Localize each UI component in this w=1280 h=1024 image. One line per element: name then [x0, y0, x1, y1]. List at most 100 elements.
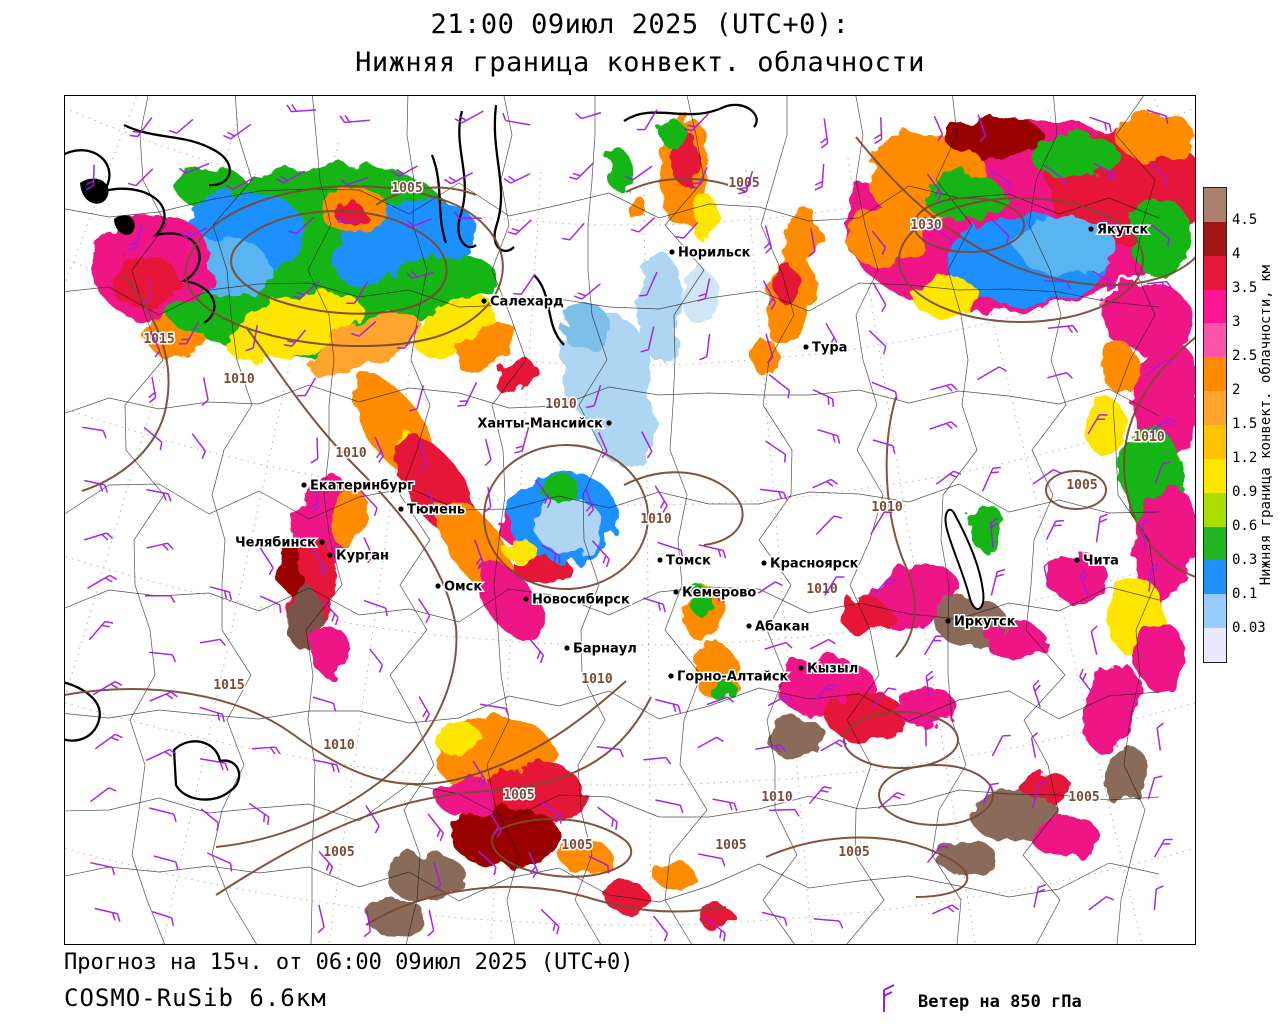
- isobar-label: 1015: [213, 678, 244, 693]
- colorbar-tick-label: 4: [1232, 246, 1241, 262]
- city-label: Иркутск: [954, 615, 1016, 630]
- page-title: 21:00 09июл 2025 (UTC+0): Нижняя граница…: [0, 6, 1280, 82]
- city-marker: Салехард: [481, 293, 565, 311]
- isobar-label: 1005: [323, 845, 354, 860]
- isobar-label: 1010: [581, 672, 612, 687]
- city-marker: Норильск: [669, 244, 752, 262]
- city-label: Салехард: [490, 295, 564, 310]
- colorbar-tick-label: 3.5: [1232, 280, 1258, 296]
- isobar-label: 1010: [1133, 430, 1164, 445]
- city-dot: [435, 583, 441, 589]
- city-marker: Тюмень: [398, 501, 467, 519]
- isobar-label: 1005: [561, 838, 592, 853]
- colorbar: [1203, 187, 1227, 663]
- colorbar-segment: [1204, 323, 1226, 358]
- city-label: Челябинск: [235, 536, 316, 551]
- city-dot: [319, 539, 325, 545]
- isobar-label: 1010: [871, 500, 902, 515]
- wind-legend-label: Ветер на 850 гПа: [918, 992, 1082, 1012]
- map-frame-border: [64, 95, 1196, 945]
- city-markers-layer: Норильск Салехард Тура Якутск Ханты-Мансийск…: [234, 221, 1150, 686]
- city-label: Екатеринбург: [310, 479, 414, 494]
- city-marker: Тура: [803, 339, 849, 357]
- city-dot: [1074, 557, 1080, 563]
- city-marker: Екатеринбург: [301, 477, 416, 495]
- city-marker: Барнаул: [564, 640, 638, 658]
- city-label: Абакан: [755, 620, 810, 635]
- isobar-label: 1005: [1068, 790, 1099, 805]
- colorbar-segment: [1204, 221, 1226, 256]
- city-dot: [481, 298, 487, 304]
- isobar-label: 1010: [640, 512, 671, 527]
- isobar-label: 1005: [728, 176, 759, 191]
- city-dot: [668, 673, 674, 679]
- colorbar-tick-label: 1.2: [1232, 450, 1258, 466]
- city-marker: Челябинск: [234, 534, 325, 552]
- city-dot: [523, 596, 529, 602]
- pressure-contours-layer: [64, 136, 1196, 926]
- city-dot: [301, 482, 307, 488]
- city-dot: [564, 645, 570, 651]
- colorbar-tick-label: 0.1: [1232, 586, 1258, 602]
- colorbar-segment: [1204, 492, 1226, 527]
- city-marker: Ханты-Мансийск: [476, 415, 612, 433]
- colorbar-tick-label: 0.6: [1232, 518, 1258, 534]
- city-dot: [669, 249, 675, 255]
- city-label: Тюмень: [407, 503, 465, 518]
- isobar-label: 1010: [223, 372, 254, 387]
- colorbar-tick-label: 0.9: [1232, 484, 1258, 500]
- city-dot: [657, 557, 663, 563]
- isobar-label: 1010: [335, 446, 366, 461]
- colorbar-tick-label: 0.3: [1232, 552, 1258, 568]
- city-label: Чита: [1083, 554, 1119, 569]
- region-borders-layer: [64, 95, 1160, 945]
- city-label: Кызыл: [807, 662, 858, 677]
- city-label: Барнаул: [573, 642, 637, 657]
- colorbar-segment: [1204, 458, 1226, 493]
- isobar-label: 1005: [391, 181, 422, 196]
- colorbar-segment: [1204, 255, 1226, 290]
- city-label: Курган: [336, 549, 389, 564]
- city-dot: [398, 506, 404, 512]
- colorbar-tick-label: 2.5: [1232, 348, 1258, 364]
- colorbar-segment: [1204, 628, 1226, 663]
- colorbar-segment: [1204, 391, 1226, 426]
- city-label: Тура: [812, 341, 847, 356]
- city-label: Якутск: [1097, 223, 1149, 238]
- city-marker: Томск: [657, 552, 713, 570]
- city-marker: Якутск: [1088, 221, 1150, 239]
- city-dot: [746, 623, 752, 629]
- city-label: Красноярск: [770, 557, 859, 572]
- isobar-label: 1010: [323, 738, 354, 753]
- city-marker: Иркутск: [945, 613, 1017, 631]
- map-area: 1005 1005 1030 1015 1010 1010 1010 1010 1010 1005…: [64, 95, 1196, 945]
- colorbar-segment: [1204, 560, 1226, 595]
- city-marker: Кемерово: [673, 584, 758, 602]
- wind-barb-icon: [883, 984, 895, 1012]
- isobar-label: 1005: [715, 838, 746, 853]
- city-dot: [606, 420, 612, 426]
- isobar-label: 1030: [910, 218, 941, 233]
- title-line-2: Нижняя граница конвект. облачности: [355, 47, 925, 78]
- city-dot: [798, 665, 804, 671]
- colorbar-segment: [1204, 594, 1226, 629]
- colorbar-segment: [1204, 188, 1226, 222]
- colorbar-axis-label: Нижняя граница конвект. облачности, км: [1258, 264, 1274, 586]
- isobar-label: 1005: [503, 788, 534, 803]
- model-info: COSMO-RuSib 6.6км: [64, 984, 327, 1012]
- map-canvas: 1005 1005 1030 1015 1010 1010 1010 1010 1010 1005…: [64, 95, 1196, 945]
- city-marker: Курган: [327, 547, 390, 565]
- city-marker: Омск: [435, 578, 484, 596]
- colorbar-tick-label: 2: [1232, 382, 1241, 398]
- city-marker: Горно-Алтайск: [668, 668, 790, 686]
- city-label: Горно-Алтайск: [677, 670, 789, 685]
- city-label: Новосибирск: [532, 593, 630, 608]
- city-label: Норильск: [678, 246, 751, 261]
- city-marker: Кызыл: [798, 660, 860, 678]
- colorbar-tick-label: 0.03: [1232, 620, 1266, 636]
- wind-legend: Ветер на 850 гПа: [878, 984, 1082, 1014]
- forecast-info: Прогноз на 15ч. от 06:00 09июл 2025 (UTC…: [64, 950, 634, 975]
- city-dot: [327, 552, 333, 558]
- city-label: Ханты-Мансийск: [477, 417, 603, 432]
